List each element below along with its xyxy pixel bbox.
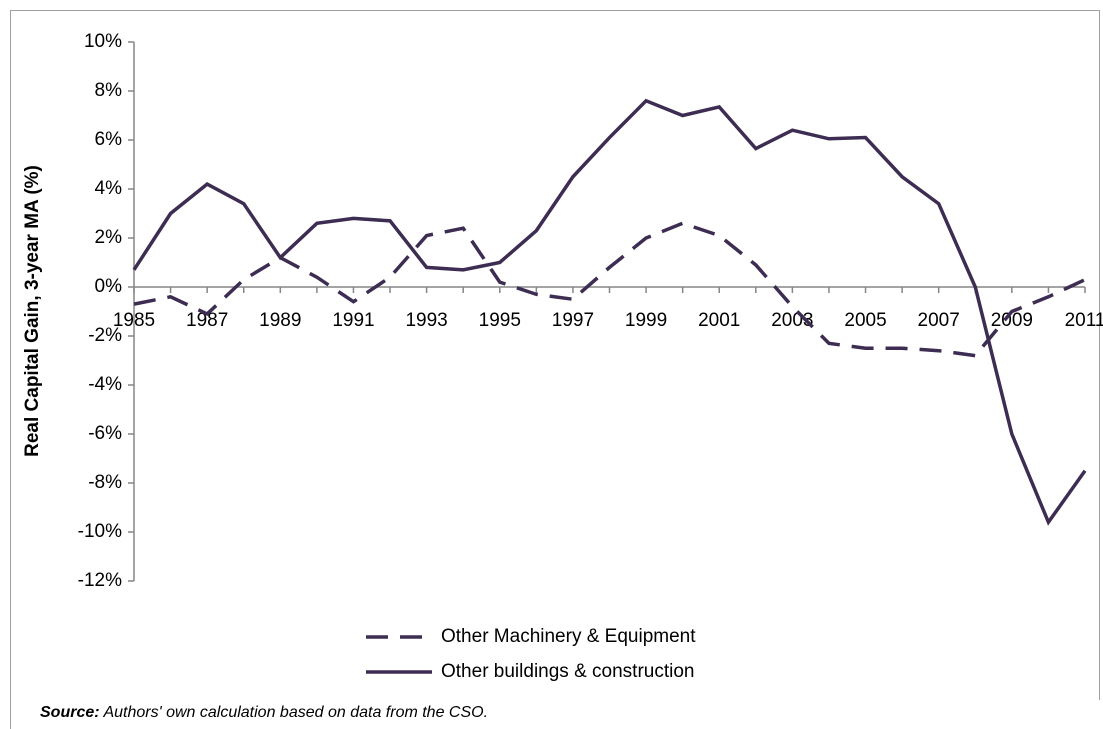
x-tick-label: 2005 [844, 310, 886, 331]
y-tick-label: 4% [95, 178, 123, 199]
y-tick-label: 0% [95, 276, 123, 297]
source-label: Source: [40, 704, 100, 721]
source-text: Authors' own calculation based on data f… [102, 704, 488, 721]
x-tick-label: 1995 [479, 310, 521, 331]
x-tick-label: 1987 [186, 310, 228, 331]
x-tick-label: 2007 [918, 310, 960, 331]
y-tick-label: 6% [95, 129, 123, 150]
y-tick-label: 10% [84, 31, 122, 52]
source-note: Source: Authors' own calculation based o… [40, 704, 488, 721]
x-tick-label: 2009 [991, 310, 1033, 331]
y-tick-label: -6% [88, 423, 122, 444]
x-tick-label: 2001 [698, 310, 740, 331]
x-tick-label: 1991 [332, 310, 374, 331]
x-tick-label: 1993 [405, 310, 447, 331]
y-tick-label: -4% [88, 374, 122, 395]
legend-label: Other Machinery & Equipment [441, 626, 696, 647]
series-line [133, 221, 1086, 358]
x-tick-label: 1989 [259, 310, 301, 331]
y-tick-label: 2% [95, 227, 123, 248]
x-tick-label: 2011 [1065, 310, 1103, 331]
y-tick-label: -12% [78, 570, 122, 591]
y-tick-label: -8% [88, 472, 122, 493]
x-tick-label: 1985 [113, 310, 155, 331]
y-axis-label: Real Capital Gain, 3-year MA (%) [22, 165, 43, 457]
y-tick-label: -2% [88, 325, 122, 346]
y-tick-label: -10% [78, 521, 122, 542]
series-line [132, 98, 1087, 526]
y-tick-label: 8% [95, 80, 123, 101]
legend-label: Other buildings & construction [441, 661, 694, 682]
x-tick-label: 1999 [625, 310, 667, 331]
x-tick-label: 1997 [552, 310, 594, 331]
chart-border [10, 10, 1100, 729]
